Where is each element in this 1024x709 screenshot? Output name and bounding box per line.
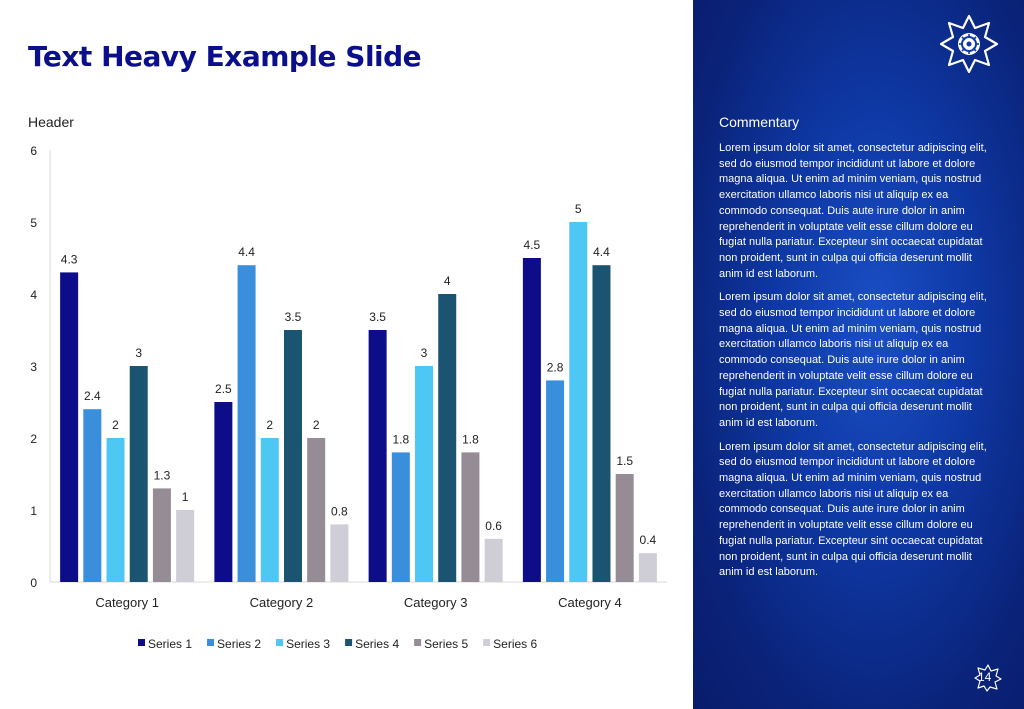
y-tick-label: 2 — [30, 432, 37, 446]
bar — [391, 452, 410, 582]
page-badge-icon — [974, 664, 1002, 692]
legend-swatch — [138, 639, 145, 646]
bar — [330, 524, 349, 582]
data-label: 4.4 — [238, 245, 255, 259]
commentary-paragraph: Lorem ipsum dolor sit amet, consectetur … — [719, 291, 987, 429]
data-label: 1.5 — [616, 454, 633, 468]
bar-chart: 0 1 2 3 4 5 6 4.3 2.4 2 3 1.3 1 Category 1 2.5 4.4 2 3.5 2… — [30, 144, 667, 651]
bar — [260, 438, 279, 582]
data-label: 2 — [266, 418, 273, 432]
data-label: 1.3 — [154, 468, 171, 482]
bar — [569, 222, 588, 582]
bar — [368, 330, 387, 582]
bar — [438, 294, 457, 582]
bar — [461, 452, 480, 582]
y-tick-label: 0 — [30, 576, 37, 590]
commentary-paragraph: Lorem ipsum dolor sit amet, consectetur … — [719, 142, 987, 280]
bar — [214, 402, 233, 582]
legend-label: Series 6 — [493, 637, 537, 651]
x-tick-label: Category 2 — [250, 595, 314, 610]
page-number: 14 — [978, 670, 992, 684]
legend-swatch — [483, 639, 491, 646]
bar — [106, 438, 125, 582]
data-label: 3 — [135, 346, 142, 360]
data-label: 0.4 — [640, 533, 657, 547]
data-label: 2.8 — [547, 360, 564, 374]
chart-header: Header — [28, 114, 74, 130]
legend-label: Series 4 — [355, 637, 399, 651]
data-label: 4.3 — [61, 252, 78, 266]
legend-swatch — [414, 639, 422, 646]
bar — [152, 488, 171, 582]
bar — [638, 553, 657, 582]
bar — [615, 474, 634, 582]
data-label: 2.4 — [84, 389, 101, 403]
legend-label: Series 5 — [424, 637, 468, 651]
data-label: 3.5 — [369, 310, 386, 324]
commentary-paragraph: Lorem ipsum dolor sit amet, consectetur … — [719, 440, 987, 579]
data-label: 4 — [444, 274, 451, 288]
slide-title: Text Heavy Example Slide — [28, 40, 422, 73]
data-label: 2 — [112, 418, 119, 432]
legend-swatch — [207, 639, 215, 646]
bar — [83, 409, 102, 582]
y-tick-label: 4 — [30, 288, 37, 302]
data-label: 1.8 — [392, 432, 409, 446]
commentary-panel: Commentary Lorem ipsum dolor sit amet, c… — [693, 0, 1024, 709]
star-logo-icon — [939, 14, 999, 74]
data-label: 3 — [421, 346, 428, 360]
x-tick-label: Category 4 — [558, 595, 622, 610]
bar — [237, 265, 256, 582]
data-label: 1 — [182, 490, 189, 504]
bar — [522, 258, 541, 582]
commentary-title: Commentary — [719, 114, 800, 130]
data-label: 1.8 — [462, 432, 479, 446]
data-label: 5 — [575, 202, 582, 216]
bar — [546, 380, 565, 582]
bar — [283, 330, 302, 582]
bar — [176, 510, 195, 582]
bar — [592, 265, 611, 582]
legend-label: Series 2 — [217, 637, 261, 651]
x-tick-label: Category 3 — [404, 595, 468, 610]
legend-swatch — [345, 639, 353, 646]
y-tick-label: 5 — [30, 216, 37, 230]
legend-label: Series 3 — [286, 637, 330, 651]
bar — [60, 272, 79, 582]
data-label: 0.8 — [331, 504, 348, 518]
data-label: 4.5 — [524, 238, 541, 252]
bar — [129, 366, 148, 582]
legend-swatch — [276, 639, 284, 646]
y-tick-label: 1 — [30, 504, 37, 518]
bar — [415, 366, 434, 582]
data-label: 0.6 — [485, 519, 502, 533]
x-tick-label: Category 1 — [95, 595, 159, 610]
legend-label: Series 1 — [148, 637, 192, 651]
y-tick-label: 6 — [30, 144, 37, 158]
y-tick-label: 3 — [30, 360, 37, 374]
bar — [307, 438, 326, 582]
commentary-body: Lorem ipsum dolor sit amet, consectetur … — [719, 141, 995, 589]
data-label: 2 — [313, 418, 320, 432]
data-label: 3.5 — [285, 310, 302, 324]
data-label: 4.4 — [593, 245, 610, 259]
data-label: 2.5 — [215, 382, 232, 396]
bar — [484, 538, 503, 582]
